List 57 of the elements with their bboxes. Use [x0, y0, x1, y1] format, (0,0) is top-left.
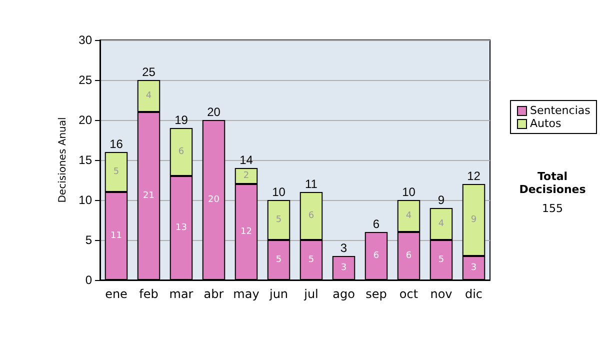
legend-label: Sentencias — [529, 104, 590, 117]
x-tick-label: jun — [268, 287, 288, 301]
y-axis-title: Decisiones Anual — [57, 117, 68, 203]
total-label: 20 — [207, 105, 221, 119]
y-tick-label: 20 — [78, 113, 92, 127]
x-tick-label: mar — [169, 287, 194, 301]
data-label: 13 — [176, 223, 187, 233]
data-label: 5 — [438, 255, 444, 265]
x-tick-label: ene — [105, 287, 128, 301]
data-label: 5 — [113, 167, 120, 177]
total-label: 19 — [174, 113, 188, 127]
data-label: 21 — [143, 191, 154, 201]
x-tick-label: sep — [366, 287, 387, 301]
data-label: 6 — [406, 251, 412, 261]
total-label: 10 — [272, 185, 286, 199]
total-label: 6 — [372, 217, 380, 231]
text: Total Decisiones — [518, 170, 587, 196]
x-tick-label: abr — [204, 287, 224, 301]
text: 155 — [541, 202, 564, 215]
data-label: 5 — [276, 255, 282, 265]
data-label: 4 — [146, 91, 152, 101]
y-tick-label: 15 — [78, 153, 92, 167]
y-tick-label: 0 — [85, 273, 92, 287]
x-tick-label: feb — [139, 287, 158, 301]
x-tick-label: may — [233, 287, 260, 301]
data-label: 5 — [276, 215, 282, 225]
total-label: 14 — [240, 153, 254, 167]
data-label: 3 — [470, 263, 477, 273]
total-label: 9 — [438, 193, 445, 207]
total-label: 10 — [402, 185, 416, 199]
total-label: 16 — [110, 137, 124, 151]
data-label: 2 — [243, 171, 250, 181]
data-label: 6 — [178, 147, 184, 157]
total-label: 25 — [142, 65, 156, 79]
y-tick-label: 10 — [78, 193, 92, 207]
x-tick-label: nov — [430, 287, 452, 301]
x-tick-label: jul — [303, 287, 318, 301]
data-label: 11 — [110, 231, 122, 241]
data-label: 6 — [373, 251, 380, 261]
data-label: 6 — [308, 211, 314, 221]
data-label: 12 — [240, 227, 252, 237]
legend-label: Autos — [529, 117, 562, 130]
y-tick-label: 25 — [78, 73, 92, 87]
total-label: 12 — [467, 169, 481, 183]
data-label: 20 — [208, 195, 220, 205]
y-tick-label: 30 — [78, 33, 92, 47]
data-label: 4 — [406, 211, 412, 221]
data-label: 3 — [340, 263, 347, 273]
y-tick-label: 5 — [85, 233, 92, 247]
total-label: 3 — [340, 241, 348, 255]
x-tick-label: ago — [332, 287, 355, 301]
total-label: 11 — [305, 177, 318, 191]
x-tick-label: dic — [464, 287, 483, 301]
x-tick-label: oct — [399, 287, 418, 301]
data-label: 5 — [308, 255, 314, 265]
data-label: 9 — [470, 215, 477, 225]
data-label: 4 — [438, 219, 444, 229]
